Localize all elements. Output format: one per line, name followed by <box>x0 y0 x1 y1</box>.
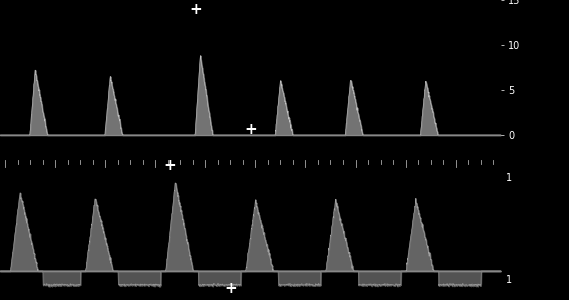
Text: +: + <box>244 122 257 137</box>
Text: +: + <box>164 158 176 173</box>
Text: +: + <box>189 2 201 17</box>
Text: 1: 1 <box>506 173 512 183</box>
Text: 1: 1 <box>506 275 512 285</box>
Text: +: + <box>224 281 237 296</box>
